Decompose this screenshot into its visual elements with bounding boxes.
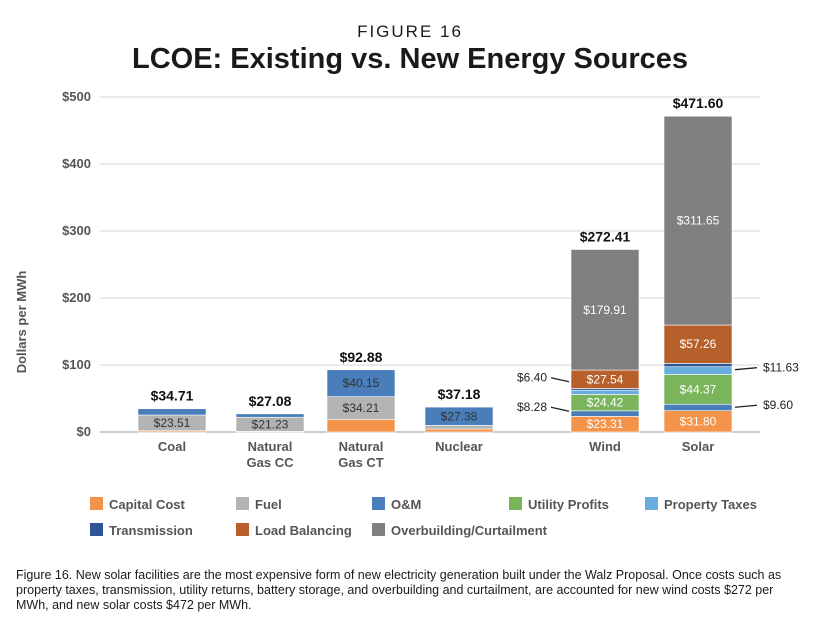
legend-swatch <box>90 523 103 536</box>
bar-segment <box>570 389 640 395</box>
legend-swatch <box>645 497 658 510</box>
segment-value-label: $57.26 <box>680 337 717 351</box>
y-axis-label: Dollars per MWh <box>14 271 29 374</box>
legend-label: Fuel <box>255 497 282 512</box>
annotation-leader <box>734 404 758 408</box>
annotations: $6.40 $8.28 $11.63 $9.60 <box>517 361 799 415</box>
y-tick-label: $300 <box>62 223 91 238</box>
segment-value-label: $23.31 <box>587 417 624 431</box>
segment-value-label: $179.91 <box>583 303 627 317</box>
bar-segment <box>663 324 733 364</box>
bar-segment <box>570 249 640 371</box>
bar-total-label: $471.60 <box>673 95 724 111</box>
legend: Capital Cost Fuel O&M Utility Profits Proper… <box>90 497 757 538</box>
bar-segment <box>424 428 494 433</box>
gridlines <box>100 96 760 433</box>
legend-label: Utility Profits <box>528 497 609 512</box>
annotation-label: $11.63 <box>763 361 799 375</box>
legend-label: Overbuilding/Curtailment <box>391 523 548 538</box>
segment-value-label: $311.65 <box>677 214 720 228</box>
legend-label: Property Taxes <box>664 497 757 512</box>
annotation-label: $9.60 <box>763 398 793 412</box>
x-tick-label: Solar <box>682 439 715 454</box>
x-tick-label: Gas CT <box>338 455 384 470</box>
segment-value-label: $34.21 <box>343 401 380 415</box>
segment-value-label: $27.38 <box>441 409 478 423</box>
bar-segment <box>326 369 396 397</box>
legend-swatch <box>236 497 249 510</box>
bar-total-label: $92.88 <box>340 349 383 365</box>
segment-value-label: $44.37 <box>680 382 717 396</box>
bar-segment <box>663 403 733 411</box>
bar-segment <box>663 366 733 375</box>
legend-label: O&M <box>391 497 421 512</box>
legend-label: Transmission <box>109 523 193 538</box>
y-tick-label: $200 <box>62 290 91 305</box>
annotation-label: $6.40 <box>517 371 547 385</box>
bar-segment <box>137 408 207 416</box>
segment-value-label: $27.54 <box>587 372 624 386</box>
annotation-leader <box>550 377 570 383</box>
legend-label: Load Balancing <box>255 523 352 538</box>
bar-total-label: $272.41 <box>580 228 631 244</box>
bar-segment <box>424 406 494 426</box>
segment-value-label: $31.80 <box>680 414 717 428</box>
x-tick-label: Natural <box>248 439 293 454</box>
segment-value-label: $24.42 <box>587 396 624 410</box>
bar-segment <box>663 363 733 368</box>
chart-title: LCOE: Existing vs. New Energy Sources <box>132 43 688 75</box>
bar-segment <box>663 115 733 326</box>
annotation-label: $8.28 <box>517 400 547 414</box>
bar-segment <box>424 425 494 430</box>
bar-total-label: $37.18 <box>438 386 481 402</box>
bar-segment <box>235 413 305 418</box>
bar-total-label: $27.08 <box>249 393 292 409</box>
legend-swatch <box>90 497 103 510</box>
segment-value-label: $23.51 <box>154 416 191 430</box>
legend-swatch <box>372 497 385 510</box>
legend-swatch <box>509 497 522 510</box>
legend-swatch <box>236 523 249 536</box>
legend-label: Capital Cost <box>109 497 186 512</box>
figure-label: FIGURE 16 <box>357 22 463 41</box>
x-tick-label: Wind <box>589 439 621 454</box>
legend-swatch <box>372 523 385 536</box>
y-tick-label: $400 <box>62 156 91 171</box>
segment-value-label: $40.15 <box>343 376 380 390</box>
bar-segment <box>570 410 640 417</box>
y-axis: $0 $100 $200 $300 $400 $500 <box>62 89 91 439</box>
bar-segment <box>663 374 733 405</box>
y-tick-label: $0 <box>77 424 91 439</box>
y-tick-label: $500 <box>62 89 91 104</box>
stacked-bar-chart: $0 $100 $200 $300 $400 $500 Dollars per MWh $… <box>14 89 799 538</box>
bars: $23.51 $34.71 $21.23 $27.08 $34.21 $40.15 $92.… <box>137 95 733 433</box>
bar-segment <box>326 419 396 433</box>
annotation-leader <box>550 406 570 412</box>
bar-total-label: $34.71 <box>151 388 194 404</box>
y-tick-label: $100 <box>62 357 91 372</box>
figure-caption: Figure 16. New solar facilities are the … <box>16 568 782 612</box>
segment-value-label: $21.23 <box>252 417 289 431</box>
annotation-leader <box>734 367 758 371</box>
x-tick-label: Coal <box>158 439 186 454</box>
x-tick-label: Natural <box>339 439 384 454</box>
x-tick-label: Nuclear <box>435 439 483 454</box>
x-tick-label: Gas CC <box>247 455 295 470</box>
